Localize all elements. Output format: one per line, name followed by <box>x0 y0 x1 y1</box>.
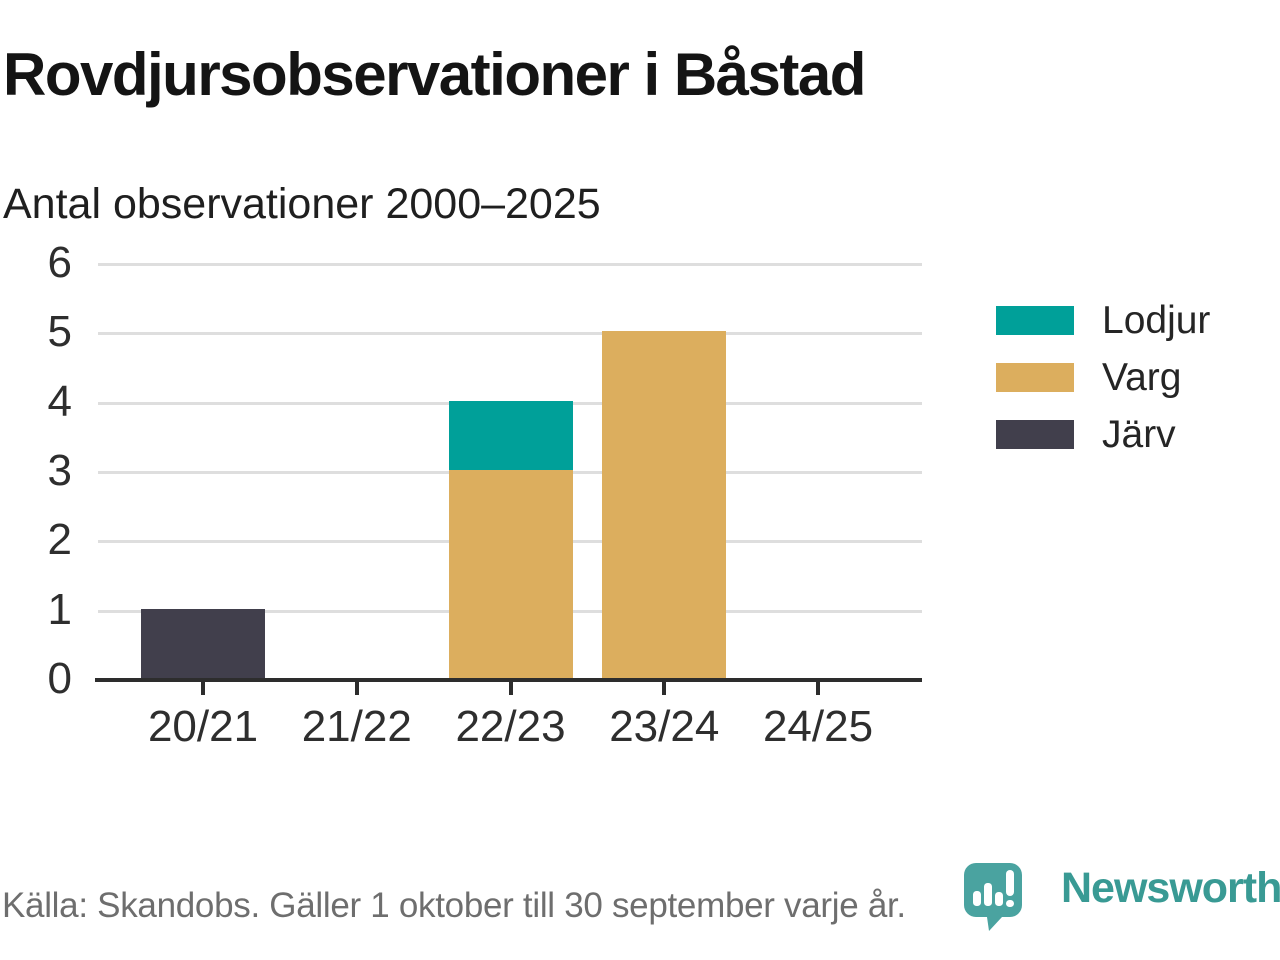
plot-area: 20/21 21/22 22/23 23/24 24/25 <box>95 263 922 751</box>
legend-swatch-varg <box>996 363 1074 392</box>
x-axis-tick-label: 20/21 <box>147 702 259 751</box>
legend-label: Lodjur <box>1102 298 1211 342</box>
y-axis-tick-label: 2 <box>47 515 72 565</box>
x-axis-tick-label: 24/25 <box>762 702 874 751</box>
bar-23/24 <box>602 331 727 678</box>
x-axis-tick <box>662 682 667 695</box>
y-axis-tick-label: 4 <box>47 376 72 426</box>
gridline <box>98 332 922 336</box>
bar-20/21 <box>141 608 265 678</box>
x-axis-tick-label: 23/24 <box>609 702 720 751</box>
y-axis-tick-label: 6 <box>47 238 72 287</box>
bar-segment-lodjur <box>448 400 573 470</box>
newsworthy-brand: Newsworthy <box>963 860 1280 935</box>
y-axis-tick-label: 0 <box>47 654 72 703</box>
x-axis-tick-label: 21/22 <box>301 702 412 751</box>
x-axis-tick <box>354 682 359 695</box>
x-axis-tick <box>816 682 820 695</box>
legend-swatch-jarv <box>996 420 1074 449</box>
legend-item-varg: Varg <box>996 356 1210 399</box>
bar-segment-varg <box>602 331 727 678</box>
y-axis-labels: 0 1 2 3 4 5 6 <box>0 238 78 703</box>
y-axis-tick-label: 1 <box>47 584 72 634</box>
bar-22/23 <box>448 400 573 678</box>
y-axis-tick-label: 5 <box>47 307 72 357</box>
page-title: Rovdjursobservationer i Båstad <box>3 41 866 108</box>
x-axis-tick <box>508 682 513 695</box>
source-note: Källa: Skandobs. Gäller 1 oktober till 3… <box>2 886 906 925</box>
chart-subtitle: Antal observationer 2000–2025 <box>3 180 601 228</box>
legend: Lodjur Varg Järv <box>996 299 1210 456</box>
newsworthy-wordmark: Newsworthy <box>1061 864 1280 912</box>
legend-item-jarv: Järv <box>996 413 1210 456</box>
legend-item-lodjur: Lodjur <box>996 299 1210 342</box>
bar-segment-järv <box>141 608 265 678</box>
x-axis-line <box>95 678 922 682</box>
bar-segment-varg <box>448 470 573 678</box>
legend-label: Varg <box>1102 355 1182 399</box>
x-axis-tick <box>201 682 205 695</box>
y-axis-tick-label: 3 <box>47 446 72 495</box>
x-axis-tick-label: 22/23 <box>455 702 566 751</box>
legend-label: Järv <box>1102 412 1176 456</box>
gridline <box>98 263 922 266</box>
newsworthy-logo-icon <box>964 863 1022 931</box>
legend-swatch-lodjur <box>996 306 1074 335</box>
